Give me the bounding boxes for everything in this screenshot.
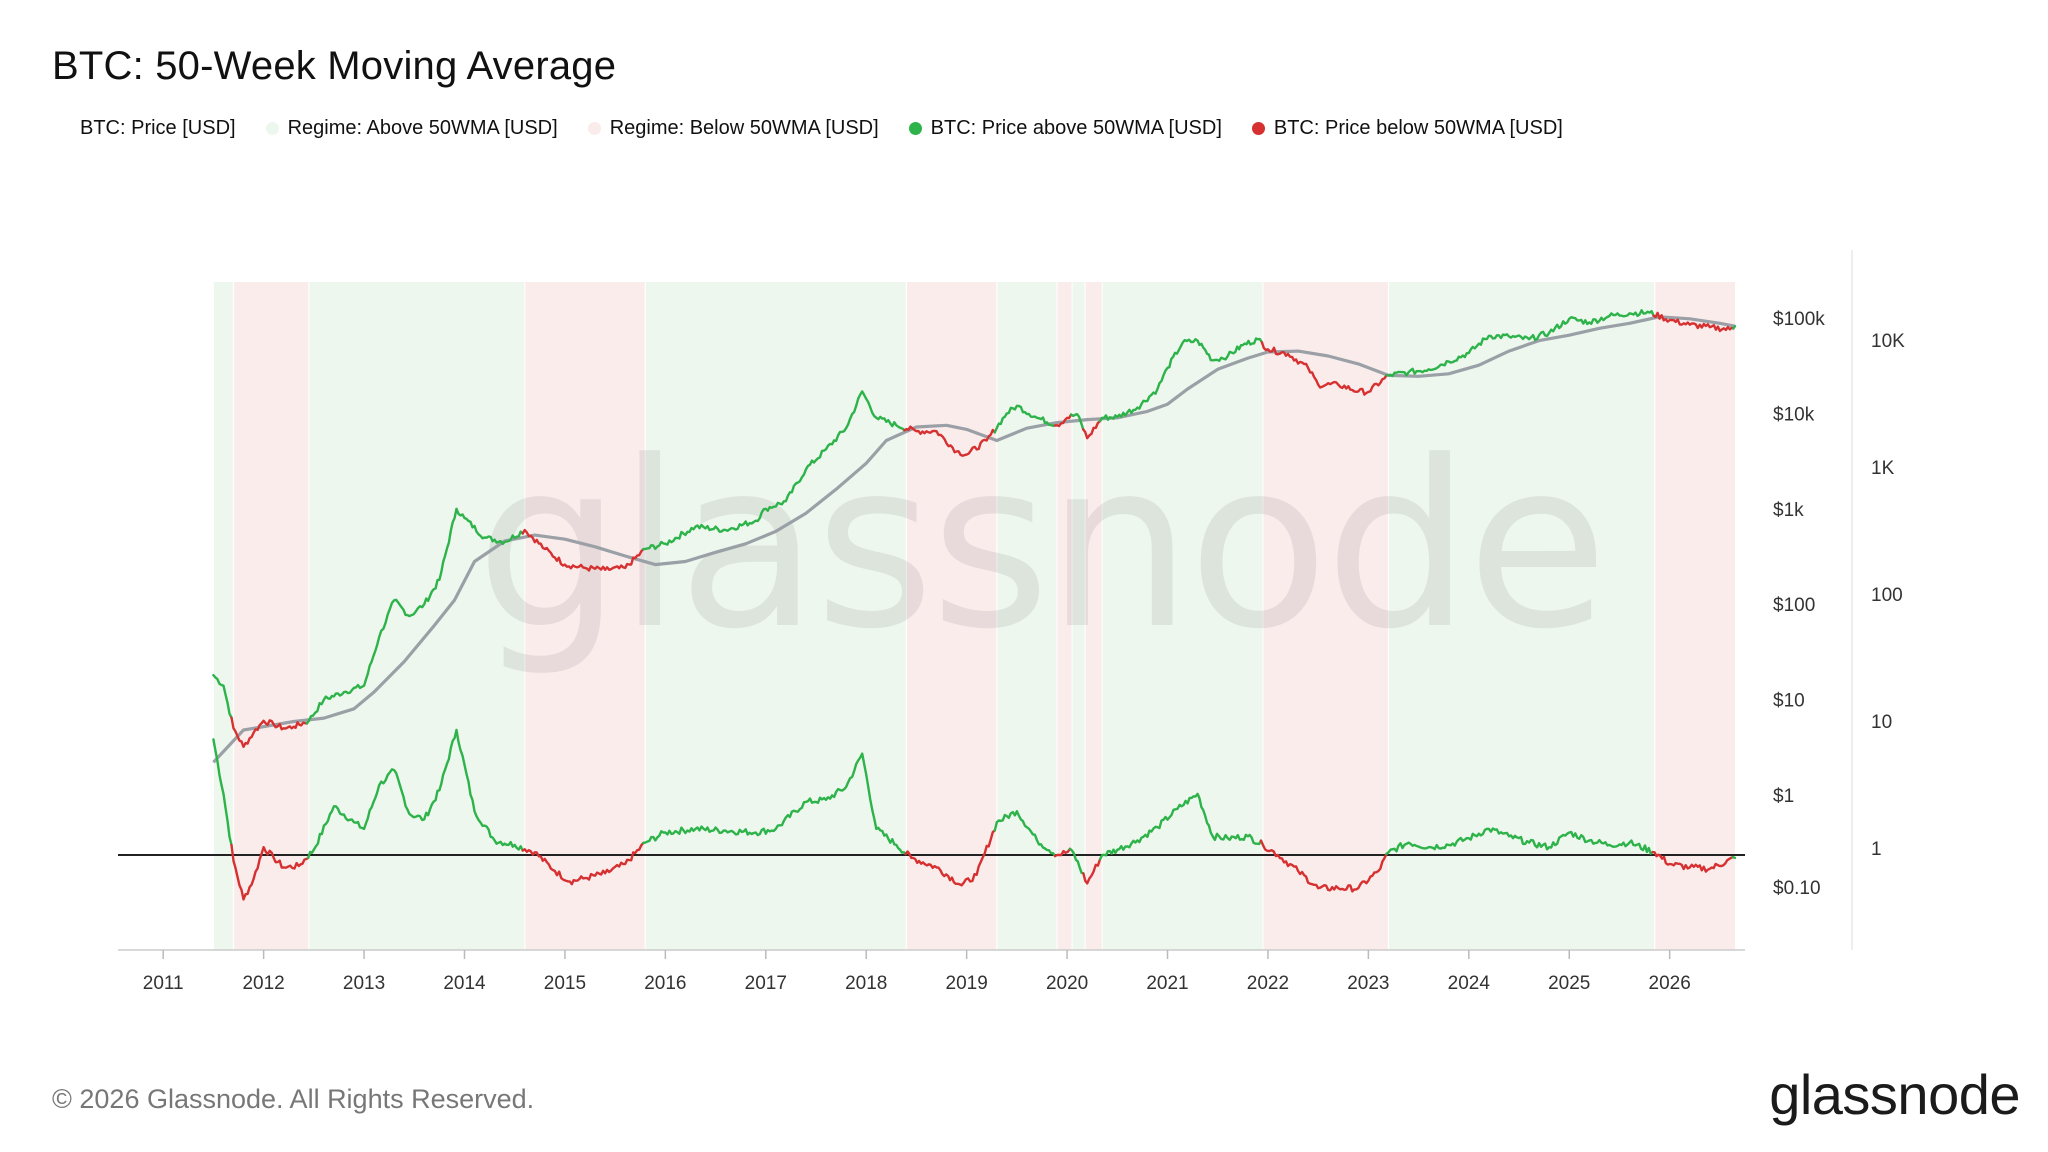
legend-item-price[interactable]: BTC: Price [USD]: [58, 117, 236, 140]
y-right-tick-label: 1: [1871, 839, 1882, 860]
price-line-above: [305, 507, 524, 725]
x-tick-label: 2022: [1247, 973, 1289, 994]
y-right-tick-label: 100: [1871, 585, 1903, 606]
regime-band-above: [996, 282, 1058, 950]
price-line-below: [1652, 311, 1735, 333]
copyright-text: © 2026 Glassnode. All Rights Reserved.: [52, 1084, 535, 1114]
ratio-line-below: [230, 843, 310, 901]
y-left-tick-label: $10: [1773, 691, 1805, 712]
ratio-line-below: [1082, 857, 1102, 885]
ratio-line-below: [904, 829, 996, 887]
regime-band-below: [1654, 282, 1735, 950]
regime-band-below: [1057, 282, 1073, 950]
y-axis-right: 10K 1K 100 10 1: [1851, 250, 1905, 950]
legend: BTC: Price [USD] Regime: Above 50WMA [US…: [58, 117, 1593, 140]
y-left-tick-label: $1k: [1773, 500, 1804, 521]
ratio-line-above: [212, 738, 233, 847]
price-line-below: [903, 425, 996, 457]
legend-label-price-above: BTC: Price above 50WMA [USD]: [930, 117, 1222, 139]
brand-logo[interactable]: glassnode: [1769, 1063, 2020, 1126]
legend-item-price-above[interactable]: BTC: Price above 50WMA [USD]: [908, 117, 1222, 140]
price-line-above: [1732, 325, 1737, 330]
x-tick-label: 2024: [1448, 973, 1491, 994]
y-left-tick-label: $100k: [1773, 309, 1825, 330]
x-tick-label: 2018: [845, 973, 887, 994]
regime-band-below: [1085, 282, 1103, 950]
legend-dot-price-below: [1251, 122, 1265, 135]
x-tick-label: 2011: [143, 973, 184, 994]
ratio-line-above: [1385, 827, 1654, 856]
legend-item-regime-above[interactable]: Regime: Above 50WMA [USD]: [265, 117, 558, 140]
regime-band-above: [1072, 282, 1086, 950]
y-left-tick-label: $1: [1773, 786, 1794, 807]
x-tick-label: 2019: [946, 973, 988, 994]
y-right-tick-label: 10: [1871, 712, 1892, 733]
ratio-line-above: [307, 728, 524, 860]
ratio-line-above: [1068, 847, 1085, 875]
y-left-tick-label: $0.10: [1773, 878, 1821, 899]
ratio-line-below: [521, 841, 645, 886]
watermark: glassnode: [476, 413, 1605, 680]
price-line-below: [521, 528, 645, 572]
price-line-above: [1385, 309, 1655, 378]
regime-band-below: [524, 282, 646, 950]
ratio-line-below: [1651, 850, 1735, 873]
x-axis: 2011 2012 2013 2014 2015 2016 2017 2018 2019 2020…: [118, 949, 1745, 994]
series-lines: [212, 309, 1737, 901]
y-left-tick-label: $10k: [1773, 404, 1815, 425]
legend-dot-regime-below: [587, 122, 601, 135]
x-tick-label: 2023: [1347, 973, 1389, 994]
y-left-tick-label: $100: [1773, 595, 1815, 616]
x-tick-label: 2020: [1046, 973, 1088, 994]
legend-label-price: BTC: Price [USD]: [80, 117, 236, 139]
price-line-below: [1082, 419, 1102, 440]
ratio-line-above: [642, 752, 907, 856]
ratio-line-above: [1098, 792, 1263, 861]
price-line-below: [1053, 413, 1073, 428]
x-tick-label: 2025: [1548, 973, 1590, 994]
ratio-line-above: [1731, 856, 1737, 860]
x-tick-label: 2015: [544, 973, 586, 994]
price-line-above: [1098, 337, 1264, 423]
legend-dot-regime-above: [265, 122, 279, 135]
legend-item-price-below[interactable]: BTC: Price below 50WMA [USD]: [1251, 117, 1563, 140]
legend-label-regime-above: Regime: Above 50WMA [USD]: [287, 117, 558, 139]
x-tick-label: 2026: [1649, 973, 1691, 994]
price-line-above: [993, 404, 1057, 434]
ratio-line-below: [1053, 847, 1072, 858]
x-tick-label: 2014: [443, 973, 486, 994]
ratio-line-below: [1259, 839, 1388, 893]
ratio-line-above: [993, 810, 1057, 858]
x-tick-label: 2013: [343, 973, 385, 994]
y-right-tick-label: 10K: [1871, 331, 1905, 352]
x-tick-label: 2012: [242, 973, 284, 994]
x-tick-label: 2017: [745, 973, 787, 994]
price-line-below: [1260, 341, 1388, 396]
legend-dot-price: [58, 122, 71, 135]
legend-label-regime-below: Regime: Below 50WMA [USD]: [609, 117, 879, 139]
regime-band-above: [213, 282, 234, 950]
regime-band-above: [308, 282, 525, 950]
x-tick-label: 2016: [644, 973, 686, 994]
legend-label-price-below: BTC: Price below 50WMA [USD]: [1273, 117, 1563, 139]
y-right-tick-label: 1K: [1871, 458, 1895, 479]
chart-title: BTC: 50-Week Moving Average: [52, 44, 617, 88]
regime-band-below: [906, 282, 997, 950]
price-line-above: [1069, 413, 1085, 431]
price-line-above: [642, 390, 906, 551]
ma-line: [212, 315, 1736, 764]
legend-item-regime-below[interactable]: Regime: Below 50WMA [USD]: [587, 117, 879, 140]
x-tick-label: 2021: [1146, 973, 1188, 994]
regime-band-below: [233, 282, 309, 950]
legend-dot-price-above: [908, 122, 922, 135]
price-line-below: [230, 716, 309, 748]
y-axis-left: $100k $10k $1k $100 $10 $1 $0.10: [1773, 309, 1825, 899]
price-line-above: [212, 674, 233, 719]
